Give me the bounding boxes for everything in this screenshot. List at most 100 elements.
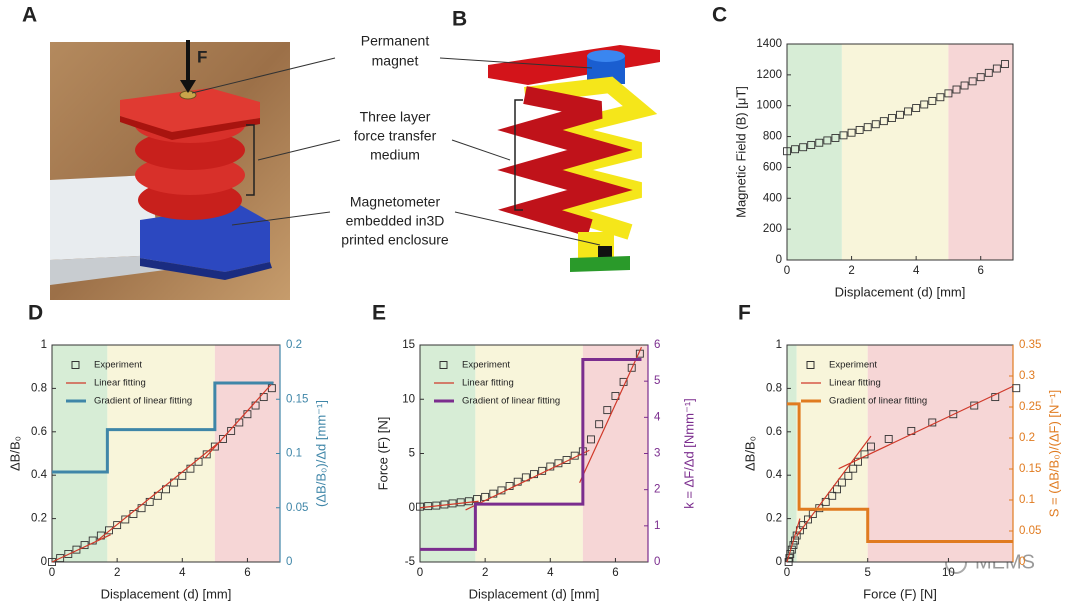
y-tick-label: 5 [409, 448, 415, 460]
x-tick-label: 0 [49, 567, 55, 579]
region [214, 345, 280, 562]
marker [992, 64, 1001, 73]
marker [949, 410, 958, 419]
legend-label: Linear fitting [462, 378, 514, 389]
annotation: Magnetometer [350, 194, 441, 210]
marker [799, 521, 808, 530]
x-tick-label: 6 [612, 567, 618, 579]
x-axis-label: Displacement (d) [mm] [101, 586, 232, 601]
line [52, 381, 274, 474]
x-tick-label: 0 [784, 567, 790, 579]
marker [416, 502, 424, 511]
marker [849, 464, 858, 473]
marker [912, 104, 921, 112]
marker [887, 114, 896, 123]
marker [944, 89, 953, 98]
y2-tick-label: 0.25 [1019, 401, 1041, 413]
y2-tick-label: 0 [654, 556, 660, 568]
line [786, 385, 1014, 563]
marker [56, 554, 65, 563]
marker [473, 495, 481, 504]
panel-label: C [712, 4, 727, 27]
marker [121, 515, 130, 524]
region [787, 345, 797, 562]
marker [884, 435, 893, 443]
y2-tick-label: 0.15 [1019, 463, 1041, 475]
y-tick-label: -5 [405, 556, 415, 568]
y2-tick-label: 0.1 [286, 448, 302, 460]
marker [920, 100, 929, 109]
y-axis-label: ΔB/B₀ [7, 436, 22, 471]
panel-label: A [22, 4, 37, 27]
x-tick-label: 4 [913, 265, 920, 277]
y-tick-label: 0 [776, 254, 782, 266]
marker [837, 478, 846, 487]
y-tick-label: 0.8 [31, 382, 47, 394]
marker [839, 131, 848, 140]
marker [960, 81, 969, 90]
region [420, 345, 476, 562]
marker [847, 128, 856, 137]
x-tick-label: 4 [547, 567, 554, 579]
marker [595, 420, 604, 429]
y2-tick-label: 0.3 [1019, 370, 1035, 382]
legend-label: Gradient of linear fitting [94, 396, 192, 407]
y-tick-label: 0 [409, 502, 415, 514]
photo-a [50, 40, 290, 300]
marker [904, 107, 913, 116]
panel-label: D [28, 302, 43, 325]
y-tick-label: 0.2 [766, 513, 782, 525]
marker [505, 482, 514, 490]
y2-tick-label: 0.15 [286, 393, 308, 405]
legend-label: Gradient of linear fitting [462, 396, 560, 407]
legend-marker [806, 361, 815, 369]
line [51, 381, 274, 563]
marker [227, 426, 236, 435]
y2-tick-label: 5 [654, 375, 660, 387]
y2-axis-label: S = (ΔB/B₀)/(ΔF) [N⁻¹] [1046, 390, 1061, 518]
region [867, 345, 1013, 562]
line [420, 357, 642, 551]
y-tick-label: 10 [402, 393, 415, 405]
marker [896, 110, 904, 119]
marker [991, 393, 1000, 402]
y-axis-label: Force (F) [N] [375, 417, 390, 491]
x-axis-label: Displacement (d) [mm] [835, 284, 966, 299]
marker [815, 138, 824, 147]
marker [823, 136, 832, 145]
plot-frame [786, 43, 1014, 261]
x-tick-label: 6 [978, 265, 984, 277]
marker [603, 406, 612, 415]
marker [952, 85, 961, 94]
marker [627, 363, 636, 372]
y2-tick-label: 0 [1019, 556, 1025, 568]
legend-marker [71, 361, 80, 369]
panel-label: E [372, 302, 386, 325]
region [841, 44, 949, 260]
y-tick-label: 400 [763, 192, 782, 204]
y2-tick-label: 0.1 [1019, 494, 1035, 506]
marker [831, 134, 840, 142]
region [787, 44, 842, 260]
x-tick-label: 2 [848, 265, 854, 277]
region [475, 345, 583, 562]
force-label: F [197, 47, 207, 66]
annotation: force transfer [354, 128, 437, 144]
y2-tick-label: 0 [286, 556, 292, 568]
y-tick-label: 0 [776, 556, 782, 568]
y-tick-label: 1400 [756, 38, 782, 50]
legend-label: Experiment [94, 360, 142, 371]
region [948, 44, 1013, 260]
y2-axis-label: k = ΔF/Δd [Nmm⁻¹] [681, 398, 696, 509]
region [107, 345, 215, 562]
annotation: embedded in3D [346, 213, 445, 229]
marker [64, 550, 73, 558]
marker [879, 117, 888, 126]
marker [48, 558, 56, 566]
marker [1012, 384, 1021, 393]
y2-tick-label: 4 [654, 411, 661, 423]
y-tick-label: 0 [41, 556, 47, 568]
x-tick-label: 0 [784, 265, 790, 277]
marker [219, 435, 227, 443]
